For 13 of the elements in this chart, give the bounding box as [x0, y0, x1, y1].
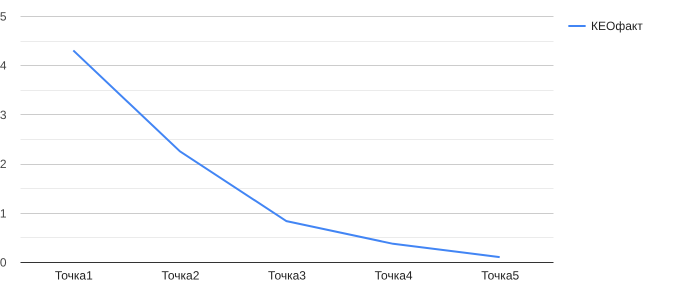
y-tick-label: 3 — [0, 108, 7, 122]
y-tick-label: 4 — [0, 58, 7, 73]
x-tick-label: Точка2 — [161, 268, 200, 282]
y-tick-label: 0 — [0, 256, 7, 270]
y-tick-label: 5 — [0, 10, 7, 24]
x-tick-label: Точка5 — [481, 268, 520, 282]
x-tick-label: Точка4 — [374, 268, 413, 282]
legend-label: КЕОфакт — [591, 19, 644, 33]
y-tick-label: 2 — [0, 157, 7, 172]
y-tick-label: 1 — [0, 206, 7, 220]
line-series — [72, 49, 501, 258]
x-tick-label: Точка1 — [54, 268, 94, 282]
x-tick-label: Точка3 — [268, 268, 306, 282]
